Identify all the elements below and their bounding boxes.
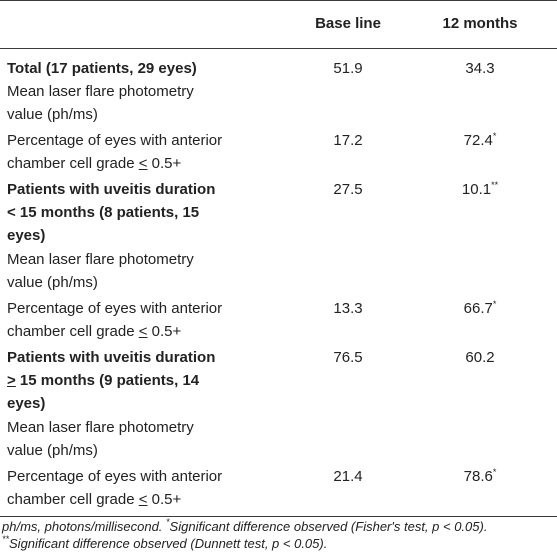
baseline-value: 51.9: [333, 60, 363, 77]
baseline-value: 13.3: [333, 300, 363, 317]
row-label: value (ph/ms): [7, 442, 98, 459]
value-text: 78.6: [463, 468, 493, 485]
row-label: Percentage of eyes with anterior: [7, 468, 223, 485]
baseline-value: 76.5: [333, 349, 363, 366]
baseline-value: 27.5: [333, 181, 363, 198]
baseline-value: 17.2: [333, 132, 363, 149]
row-label: chamber cell grade < 0.5+: [7, 155, 182, 172]
twelve-month-value: 66.7*: [410, 297, 550, 320]
footnote-text: Significant difference observed (Fisher'…: [169, 519, 488, 534]
row-label: Mean laser flare photometry: [7, 83, 194, 100]
row-label: Patients with uveitis duration: [7, 349, 216, 366]
value-text: 10.1: [461, 181, 492, 198]
footnote-2: **Significant difference observed (Dunne…: [2, 535, 327, 553]
twelve-month-value: 72.4*: [410, 129, 550, 152]
row-label: < 15 months (8 patients, 15: [7, 204, 200, 221]
footnote-mark: **: [2, 534, 10, 544]
header-baseline: Base line: [315, 15, 381, 32]
row-label: value (ph/ms): [7, 106, 98, 123]
table-top-rule: [0, 0, 557, 1]
row-label: Total (17 patients, 29 eyes): [7, 60, 197, 77]
value-text: 66.7: [463, 300, 493, 317]
row-label: value (ph/ms): [7, 274, 98, 291]
significance-mark: *: [492, 467, 497, 477]
significance-mark: *: [492, 131, 497, 141]
twelve-month-value: 60.2: [465, 349, 495, 366]
row-label: Patients with uveitis duration: [7, 181, 216, 198]
baseline-value: 21.4: [333, 468, 363, 485]
header-rule: [0, 48, 557, 49]
footnote-text: Significant difference observed (Dunnett…: [9, 536, 328, 551]
significance-mark: **: [491, 180, 499, 190]
significance-mark: *: [492, 299, 497, 309]
twelve-month-value: 34.3: [465, 60, 495, 77]
table-bottom-rule: [0, 516, 557, 517]
value-text: 72.4: [463, 132, 493, 149]
footnote-1: ph/ms, photons/millisecond. *Significant…: [2, 518, 487, 536]
header-12-months: 12 months: [442, 15, 518, 32]
row-label: > 15 months (9 patients, 14: [7, 372, 200, 389]
row-label: Mean laser flare photometry: [7, 419, 194, 436]
row-label: Percentage of eyes with anterior: [7, 300, 223, 317]
row-label: chamber cell grade < 0.5+: [7, 323, 182, 340]
row-label: chamber cell grade < 0.5+: [7, 491, 182, 508]
row-label: eyes): [7, 395, 46, 412]
footnote-text: ph/ms, photons/millisecond.: [2, 519, 167, 534]
row-label: Mean laser flare photometry: [7, 251, 194, 268]
row-label: eyes): [7, 227, 46, 244]
row-label: Percentage of eyes with anterior: [7, 132, 223, 149]
footnote-mark: *: [166, 517, 170, 527]
twelve-month-value: 10.1**: [410, 178, 550, 201]
twelve-month-value: 78.6*: [410, 465, 550, 488]
